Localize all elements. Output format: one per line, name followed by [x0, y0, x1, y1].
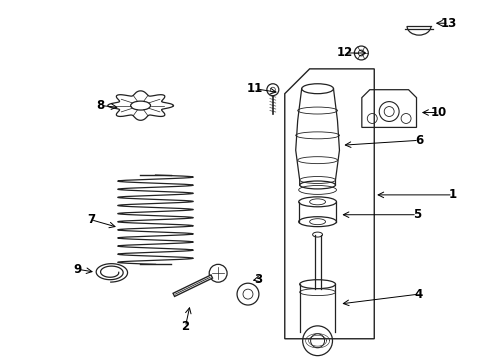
Text: 6: 6: [414, 134, 422, 147]
Text: 10: 10: [430, 106, 446, 119]
Text: 2: 2: [181, 320, 189, 333]
Text: 5: 5: [412, 208, 420, 221]
Text: 8: 8: [97, 99, 105, 112]
Text: 12: 12: [336, 46, 352, 59]
Text: 1: 1: [448, 188, 456, 201]
Text: 9: 9: [74, 263, 82, 276]
Text: 3: 3: [253, 273, 262, 286]
Text: 4: 4: [414, 288, 422, 301]
Text: 11: 11: [246, 82, 263, 95]
Text: 13: 13: [440, 17, 456, 30]
Text: 7: 7: [87, 213, 95, 226]
